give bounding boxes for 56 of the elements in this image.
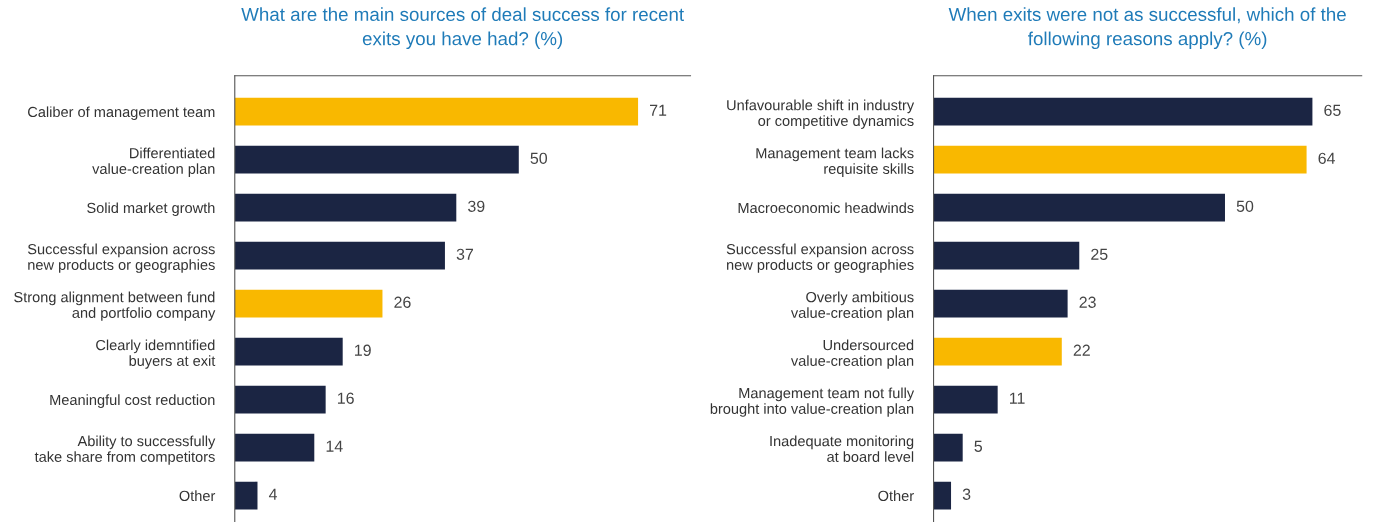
y-tick-label: Undersourced value-creation plan	[790, 339, 914, 369]
bar	[234, 289, 383, 318]
bar	[234, 193, 457, 222]
y-tick-label: Unfavourable shift in industry or competitive dynamics	[727, 99, 915, 129]
y-tick-label: Meaningful cost reduction	[50, 394, 215, 408]
y-tick-label: Differentiated value-creation plan	[92, 147, 215, 177]
data-label: 5	[974, 440, 983, 452]
chart-title: When exits were not as successful, which of the following reasons apply? (%)	[948, 7, 1346, 50]
bar	[933, 289, 1068, 318]
y-tick-label: Macroeconomic headwinds	[738, 202, 914, 214]
bar	[234, 97, 639, 126]
bar	[933, 433, 963, 462]
data-label: 16	[337, 392, 354, 404]
data-label: 37	[456, 248, 474, 260]
y-tick-label: Other	[878, 490, 914, 502]
y-tick-label: Strong alignment between fund and portfolio company	[14, 291, 216, 321]
y-tick-label: Clearly idemntified buyers at exit	[96, 339, 216, 369]
y-tick-label: Management team not fully brought into value-creation plan	[710, 387, 915, 417]
data-label: 4	[268, 488, 278, 500]
y-tick-label: Management team lacks requisite skills	[756, 147, 914, 177]
data-label: 65	[1324, 104, 1341, 116]
bar	[933, 193, 1225, 222]
y-tick-label: Ability to successfully take share from competitors	[34, 435, 216, 465]
data-label: 3	[962, 488, 971, 500]
bar	[933, 145, 1307, 174]
chart-title: What are the main sources of deal success for recent exits you have had? (%)	[241, 7, 684, 50]
bar	[234, 433, 315, 462]
data-label: 19	[355, 344, 371, 356]
data-label: 22	[1073, 344, 1090, 356]
data-label: 14	[326, 440, 343, 452]
bar	[234, 145, 519, 174]
y-tick-label: Successful expansion across new products or geographies	[726, 243, 914, 273]
bar	[933, 481, 952, 510]
y-tick-label: Solid market growth	[87, 202, 215, 216]
bar	[933, 337, 1062, 366]
bar	[234, 241, 445, 270]
y-tick-label: Overly ambitious value-creation plan	[790, 291, 914, 321]
bar	[234, 481, 258, 510]
bar	[234, 385, 326, 414]
y-tick-label: Inadequate monitoring at board level	[770, 435, 914, 462]
data-label: 11	[1010, 392, 1025, 404]
data-label: 23	[1079, 296, 1096, 308]
bar	[933, 385, 998, 414]
bar	[234, 337, 343, 366]
data-label: 50	[1236, 200, 1254, 212]
bar	[933, 241, 1080, 270]
data-label: 64	[1318, 152, 1335, 164]
bar	[933, 97, 1313, 126]
y-tick-label: Caliber of management team	[28, 106, 215, 120]
data-label: 50	[530, 152, 548, 164]
data-label: 25	[1091, 248, 1108, 260]
data-label: 26	[394, 296, 411, 308]
y-tick-label: Other	[179, 490, 216, 502]
data-label: 71	[650, 104, 667, 116]
y-tick-label: Successful expansion across new products or geographies	[27, 243, 215, 273]
data-label: 39	[468, 200, 485, 212]
